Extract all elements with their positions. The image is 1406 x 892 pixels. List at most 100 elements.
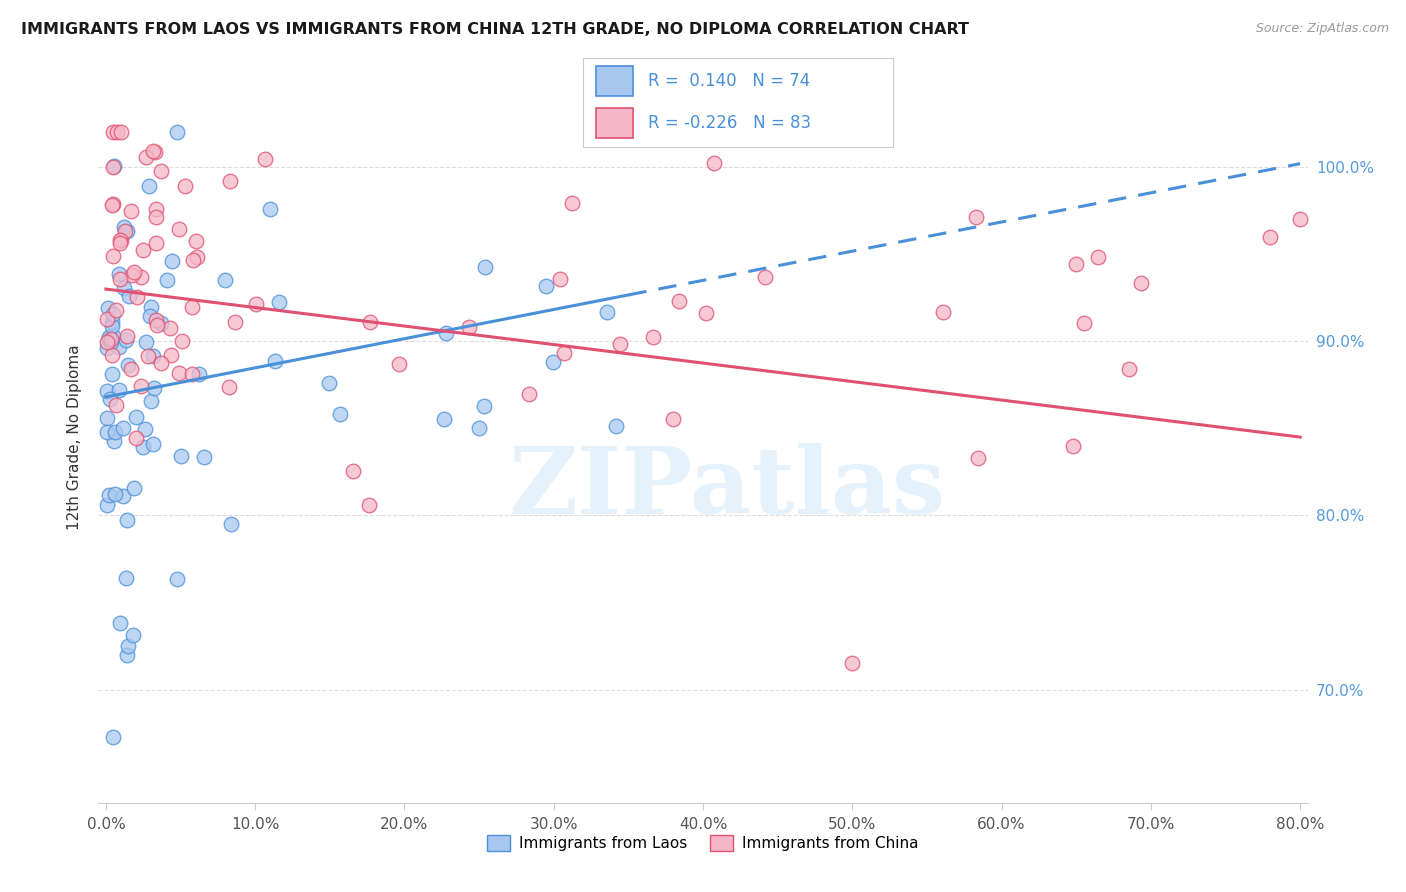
- Point: [136, 349, 159, 363]
- Point: [149, 316, 172, 330]
- Point: [105, 398, 128, 412]
- Point: [167, 222, 190, 236]
- Point: [254, 152, 277, 166]
- Point: [115, 333, 138, 347]
- Point: [97, 332, 120, 346]
- Point: [143, 145, 166, 159]
- Point: [965, 211, 987, 225]
- Point: [146, 318, 169, 332]
- Point: [841, 657, 863, 671]
- Point: [96, 311, 118, 326]
- Point: [115, 648, 138, 663]
- Point: [218, 380, 240, 394]
- Point: [100, 335, 122, 350]
- Point: [264, 354, 287, 368]
- Point: [166, 573, 188, 587]
- Point: [131, 379, 153, 393]
- Point: [596, 305, 619, 319]
- Point: [108, 267, 131, 281]
- Point: [1087, 251, 1109, 265]
- Text: R = -0.226   N = 83: R = -0.226 N = 83: [648, 114, 811, 132]
- Point: [103, 434, 125, 449]
- Point: [97, 301, 120, 315]
- Point: [112, 281, 135, 295]
- Point: [517, 387, 540, 401]
- Point: [1073, 316, 1095, 330]
- Point: [561, 196, 583, 211]
- Point: [259, 202, 281, 216]
- Point: [101, 315, 124, 329]
- Point: [105, 125, 128, 139]
- Point: [754, 270, 776, 285]
- Point: [184, 234, 207, 248]
- Point: [160, 348, 183, 362]
- Point: [117, 512, 139, 526]
- Point: [101, 318, 124, 333]
- Point: [162, 254, 184, 268]
- Point: [388, 357, 411, 371]
- Point: [135, 150, 157, 164]
- Point: [117, 224, 139, 238]
- Point: [553, 345, 575, 359]
- Point: [122, 265, 145, 279]
- Point: [96, 384, 118, 399]
- Point: [1258, 229, 1281, 244]
- Point: [101, 328, 124, 343]
- Point: [1064, 257, 1087, 271]
- Text: IMMIGRANTS FROM LAOS VS IMMIGRANTS FROM CHINA 12TH GRADE, NO DIPLOMA CORRELATION: IMMIGRANTS FROM LAOS VS IMMIGRANTS FROM …: [21, 22, 969, 37]
- Point: [134, 422, 156, 436]
- Point: [100, 332, 122, 346]
- Point: [125, 290, 148, 304]
- Point: [145, 211, 167, 225]
- Point: [117, 358, 139, 372]
- Point: [101, 198, 124, 212]
- Point: [108, 272, 131, 286]
- Point: [122, 628, 145, 642]
- Text: R =  0.140   N = 74: R = 0.140 N = 74: [648, 72, 811, 90]
- Point: [534, 278, 557, 293]
- Point: [110, 233, 132, 247]
- Point: [472, 400, 495, 414]
- Y-axis label: 12th Grade, No Diploma: 12th Grade, No Diploma: [67, 344, 83, 530]
- Point: [219, 174, 242, 188]
- Point: [172, 334, 194, 348]
- Point: [139, 394, 162, 409]
- Point: [143, 382, 166, 396]
- Text: Source: ZipAtlas.com: Source: ZipAtlas.com: [1256, 22, 1389, 36]
- Point: [117, 639, 139, 653]
- Point: [120, 203, 142, 218]
- Point: [120, 362, 142, 376]
- Point: [101, 308, 124, 322]
- Point: [101, 249, 124, 263]
- Point: [318, 376, 340, 390]
- Point: [101, 125, 124, 139]
- Point: [433, 412, 456, 426]
- Point: [458, 320, 481, 334]
- Point: [138, 178, 160, 193]
- Point: [145, 312, 167, 326]
- Point: [1129, 276, 1152, 290]
- Point: [342, 464, 364, 478]
- Point: [107, 383, 129, 397]
- Point: [125, 409, 148, 424]
- Point: [193, 450, 215, 464]
- Point: [170, 449, 193, 463]
- Point: [214, 273, 236, 287]
- Point: [150, 356, 173, 370]
- Bar: [596, 108, 633, 138]
- Point: [359, 315, 381, 329]
- Point: [115, 571, 138, 585]
- Point: [145, 202, 167, 217]
- Point: [142, 349, 165, 363]
- Point: [159, 321, 181, 335]
- Point: [103, 159, 125, 173]
- Point: [135, 334, 157, 349]
- Point: [1062, 439, 1084, 453]
- Point: [131, 243, 153, 257]
- Text: ZIPatlas: ZIPatlas: [509, 443, 946, 533]
- Point: [101, 367, 124, 381]
- Point: [609, 337, 631, 351]
- Point: [115, 328, 138, 343]
- Point: [668, 294, 690, 309]
- Bar: [596, 66, 633, 96]
